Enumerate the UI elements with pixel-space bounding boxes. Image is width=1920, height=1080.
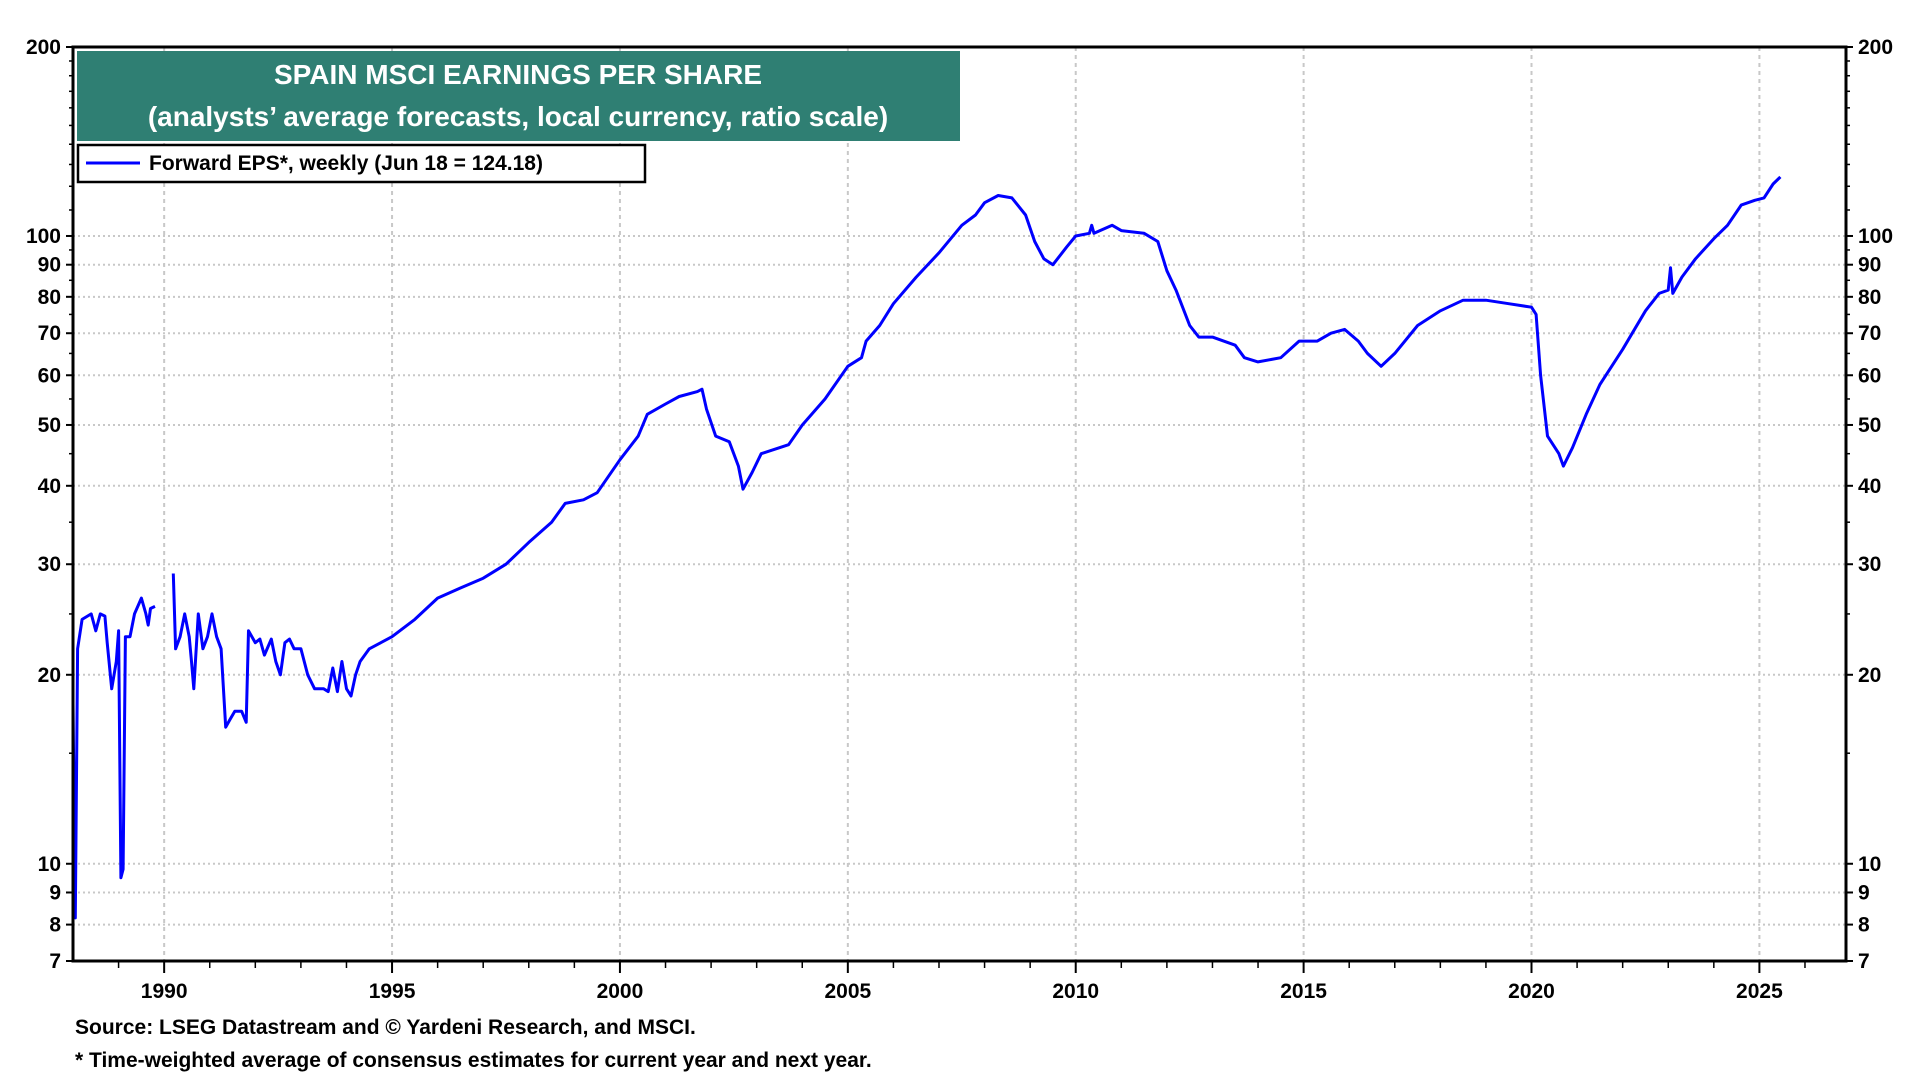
chart-title: SPAIN MSCI EARNINGS PER SHARE [274,59,762,90]
y-tick-label-left: 8 [49,914,61,937]
y-tick-label-left: 9 [49,881,61,904]
y-tick-label-left: 100 [26,225,61,248]
title-box [77,51,960,141]
x-tick-label: 1990 [141,980,188,1003]
y-tick-label-left: 40 [38,475,61,498]
y-tick-label-left: 7 [49,950,61,973]
y-tick-label-left: 80 [38,286,61,309]
source-note: Source: LSEG Datastream and © Yardeni Re… [75,1016,696,1039]
y-tick-label-right: 7 [1858,950,1870,973]
y-tick-label-right: 30 [1858,553,1881,576]
y-tick-label-right: 50 [1858,414,1881,437]
y-tick-label-right: 8 [1858,914,1870,937]
plot-frame [71,45,1848,963]
legend: Forward EPS*, weekly (Jun 18 = 124.18) [76,143,647,184]
gridlines [73,47,1846,961]
y-tick-label-left: 70 [38,322,61,345]
series-line-forward-eps [71,175,1782,920]
x-tick-label: 2005 [824,980,871,1003]
legend-label: Forward EPS*, weekly (Jun 18 = 124.18) [149,152,543,175]
x-tick-label: 1995 [369,980,416,1003]
y-tick-label-left: 90 [38,254,61,277]
x-tick-label: 2025 [1736,980,1783,1003]
y-tick-label-left: 20 [38,664,61,687]
y-tick-label-right: 40 [1858,475,1881,498]
y-tick-label-left: 30 [38,553,61,576]
y-tick-label-left: 200 [26,36,61,59]
chart-subtitle: (analysts’ average forecasts, local curr… [148,101,888,132]
y-tick-label-right: 10 [1858,853,1881,876]
x-tick-label: 2015 [1280,980,1327,1003]
x-tick-label: 2010 [1052,980,1099,1003]
x-tick-label: 2000 [597,980,644,1003]
y-tick-label-right: 9 [1858,881,1870,904]
y-tick-label-right: 20 [1858,664,1881,687]
y-tick-label-left: 60 [38,364,61,387]
y-tick-label-right: 70 [1858,322,1881,345]
x-tick-label: 2020 [1508,980,1555,1003]
y-tick-label-right: 80 [1858,286,1881,309]
y-tick-label-right: 200 [1858,36,1893,59]
footnote: * Time-weighted average of consensus est… [75,1049,872,1072]
y-tick-label-right: 100 [1858,225,1893,248]
y-tick-label-left: 10 [38,853,61,876]
y-tick-label-right: 60 [1858,364,1881,387]
y-tick-label-left: 50 [38,414,61,437]
y-tick-label-right: 90 [1858,254,1881,277]
series-layer [71,175,1782,920]
legend-box [76,143,647,184]
